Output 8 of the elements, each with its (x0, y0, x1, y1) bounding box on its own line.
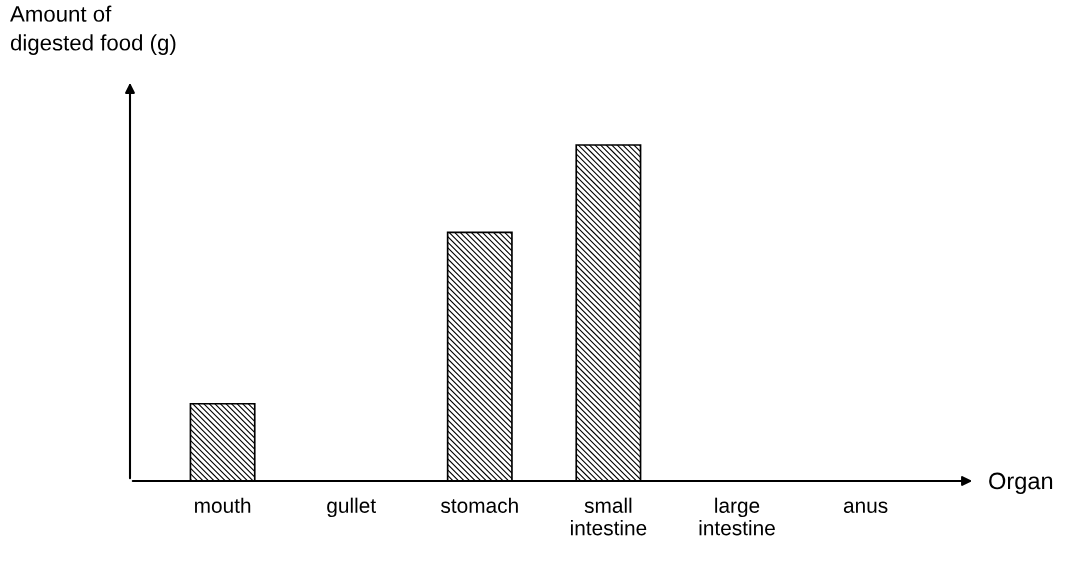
x-tick-label: large intestine (699, 497, 775, 536)
x-tick-label: small intestine (570, 497, 647, 536)
y-axis-title: Amount of digested food (g) (10, 5, 176, 55)
x-tick-label: gullet (327, 497, 376, 518)
x-tick-label: stomach (441, 497, 518, 513)
x-axis-title: Organ (989, 472, 1053, 494)
x-tick-label: mouth (195, 497, 251, 513)
x-tick-label: anus (843, 501, 888, 513)
